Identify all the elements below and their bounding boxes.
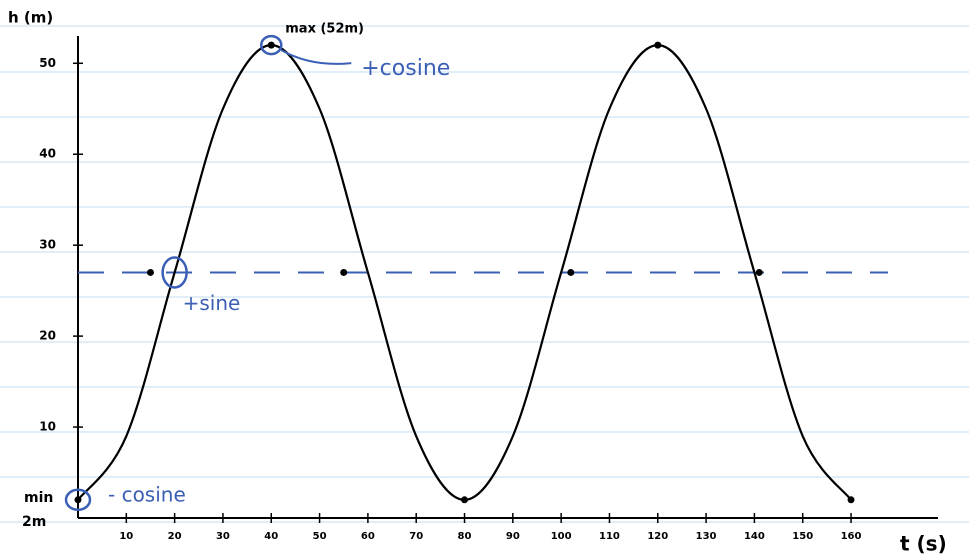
x-tick-label: 20	[168, 531, 182, 542]
annotation: max (52m)	[285, 22, 364, 37]
point	[848, 496, 855, 503]
point	[756, 269, 763, 276]
chart: h (m) t (s) 10 20 30 40 50 10 20 30 40 50 60 70 80 90…	[0, 0, 969, 556]
point	[461, 496, 468, 503]
x-tick-label: 130	[696, 531, 717, 542]
x-tick-label: 160	[841, 531, 862, 542]
point	[147, 269, 154, 276]
x-tick-label: 70	[409, 531, 423, 542]
x-tick-label: 80	[458, 531, 472, 542]
point	[75, 496, 82, 503]
point	[268, 42, 275, 49]
x-tick-label: 120	[647, 531, 668, 542]
annotation: min	[24, 490, 53, 506]
point	[567, 269, 574, 276]
point	[340, 269, 347, 276]
annotation: +cosine	[361, 56, 450, 81]
paper-lines	[0, 26, 969, 522]
y-axis-label: h (m)	[8, 9, 53, 27]
y-tick-label: 10	[39, 420, 56, 434]
x-tick-label: 90	[506, 531, 520, 542]
x-tick-label: 30	[216, 531, 230, 542]
x-tick-label: 40	[264, 531, 278, 542]
point	[654, 42, 661, 49]
annotation: - cosine	[108, 482, 186, 506]
x-tick-label: 50	[313, 531, 327, 542]
x-tick-label: 60	[361, 531, 375, 542]
x-tick-label: 10	[119, 531, 133, 542]
y-tick-label: 30	[39, 238, 56, 252]
annotation: 2m	[22, 514, 46, 530]
x-axis-label: t (s)	[900, 532, 947, 556]
x-tick-label: 150	[792, 531, 813, 542]
x-tick-label: 100	[551, 531, 572, 542]
y-tick-label: 50	[39, 56, 56, 70]
y-tick-label: 40	[39, 147, 56, 161]
y-tick-label: 20	[39, 329, 56, 343]
x-tick-label: 110	[599, 531, 620, 542]
x-tick-label: 140	[744, 531, 765, 542]
annotation: +sine	[183, 291, 241, 315]
